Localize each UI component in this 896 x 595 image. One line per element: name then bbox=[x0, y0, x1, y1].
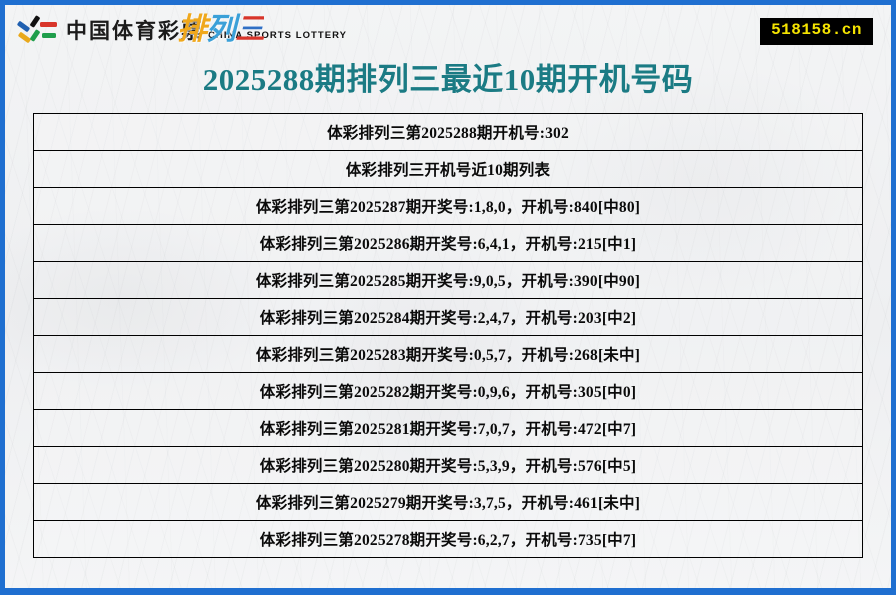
brand-text: 中国体育彩票 CHINA SPORTS LOTTERY bbox=[66, 21, 347, 42]
left-accent-bar bbox=[0, 0, 5, 595]
right-accent-bar bbox=[891, 0, 896, 595]
site-header: 中国体育彩票 CHINA SPORTS LOTTERY 排 列 三 518158… bbox=[5, 5, 891, 55]
game-logo-char-3: 三 bbox=[235, 13, 265, 46]
top-accent-bar bbox=[0, 0, 896, 5]
table-cell-section-header: 体彩排列三开机号近10期列表 bbox=[33, 150, 863, 188]
table-cell-draw-2025279: 体彩排列三第2025279期开奖号:3,7,5，开机号:461[未中] bbox=[33, 483, 863, 521]
table-cell-draw-2025281: 体彩排列三第2025281期开奖号:7,0,7，开机号:472[中7] bbox=[33, 409, 863, 447]
table-cell-draw-2025278: 体彩排列三第2025278期开奖号:6,2,7，开机号:735[中7] bbox=[33, 520, 863, 558]
site-domain-badge[interactable]: 518158.cn bbox=[760, 18, 873, 45]
table-cell-current-kaiji: 体彩排列三第2025288期开机号:302 bbox=[33, 113, 863, 151]
table-cell-draw-2025286: 体彩排列三第2025286期开奖号:6,4,1，开机号:215[中1] bbox=[33, 224, 863, 262]
brand-logo[interactable]: 中国体育彩票 CHINA SPORTS LOTTERY bbox=[16, 9, 347, 53]
bottom-accent-bar bbox=[0, 588, 896, 595]
table-cell-draw-2025283: 体彩排列三第2025283期开奖号:0,5,7，开机号:268[未中] bbox=[33, 335, 863, 373]
sports-lottery-mark-icon bbox=[16, 13, 59, 49]
table-row: 体彩排列三第2025281期开奖号:7,0,7，开机号:472[中7] bbox=[33, 409, 863, 447]
table-row: 体彩排列三第2025285期开奖号:9,0,5，开机号:390[中90] bbox=[33, 261, 863, 299]
table-row: 体彩排列三第2025282期开奖号:0,9,6，开机号:305[中0] bbox=[33, 372, 863, 410]
table-row: 体彩排列三第2025287期开奖号:1,8,0，开机号:840[中80] bbox=[33, 187, 863, 225]
table-cell-draw-2025284: 体彩排列三第2025284期开奖号:2,4,7，开机号:203[中2] bbox=[33, 298, 863, 336]
game-logo-char-1: 排 bbox=[177, 13, 207, 46]
kaiji-number-table: 体彩排列三第2025288期开机号:302 体彩排列三开机号近10期列表 体彩排… bbox=[33, 113, 863, 558]
table-row: 体彩排列三第2025283期开奖号:0,5,7，开机号:268[未中] bbox=[33, 335, 863, 373]
brand-name-cn: 中国体育彩票 bbox=[66, 19, 204, 43]
table-row: 体彩排列三第2025284期开奖号:2,4,7，开机号:203[中2] bbox=[33, 298, 863, 336]
table-row: 体彩排列三第2025288期开机号:302 bbox=[33, 113, 863, 151]
game-logo-pailiesan[interactable]: 排 列 三 bbox=[177, 12, 265, 48]
table-row: 体彩排列三第2025278期开奖号:6,2,7，开机号:735[中7] bbox=[33, 520, 863, 558]
table-row: 体彩排列三第2025286期开奖号:6,4,1，开机号:215[中1] bbox=[33, 224, 863, 262]
table-row: 体彩排列三第2025279期开奖号:3,7,5，开机号:461[未中] bbox=[33, 483, 863, 521]
table-row: 体彩排列三开机号近10期列表 bbox=[33, 150, 863, 188]
table-row: 体彩排列三第2025280期开奖号:5,3,9，开机号:576[中5] bbox=[33, 446, 863, 484]
table-cell-draw-2025287: 体彩排列三第2025287期开奖号:1,8,0，开机号:840[中80] bbox=[33, 187, 863, 225]
table-cell-draw-2025280: 体彩排列三第2025280期开奖号:5,3,9，开机号:576[中5] bbox=[33, 446, 863, 484]
game-logo-char-2: 列 bbox=[206, 13, 236, 46]
page-title: 2025288期排列三最近10期开机号码 bbox=[202, 62, 694, 97]
table-cell-draw-2025285: 体彩排列三第2025285期开奖号:9,0,5，开机号:390[中90] bbox=[33, 261, 863, 299]
brand-name-en: CHINA SPORTS LOTTERY bbox=[208, 29, 348, 41]
table-cell-draw-2025282: 体彩排列三第2025282期开奖号:0,9,6，开机号:305[中0] bbox=[33, 372, 863, 410]
